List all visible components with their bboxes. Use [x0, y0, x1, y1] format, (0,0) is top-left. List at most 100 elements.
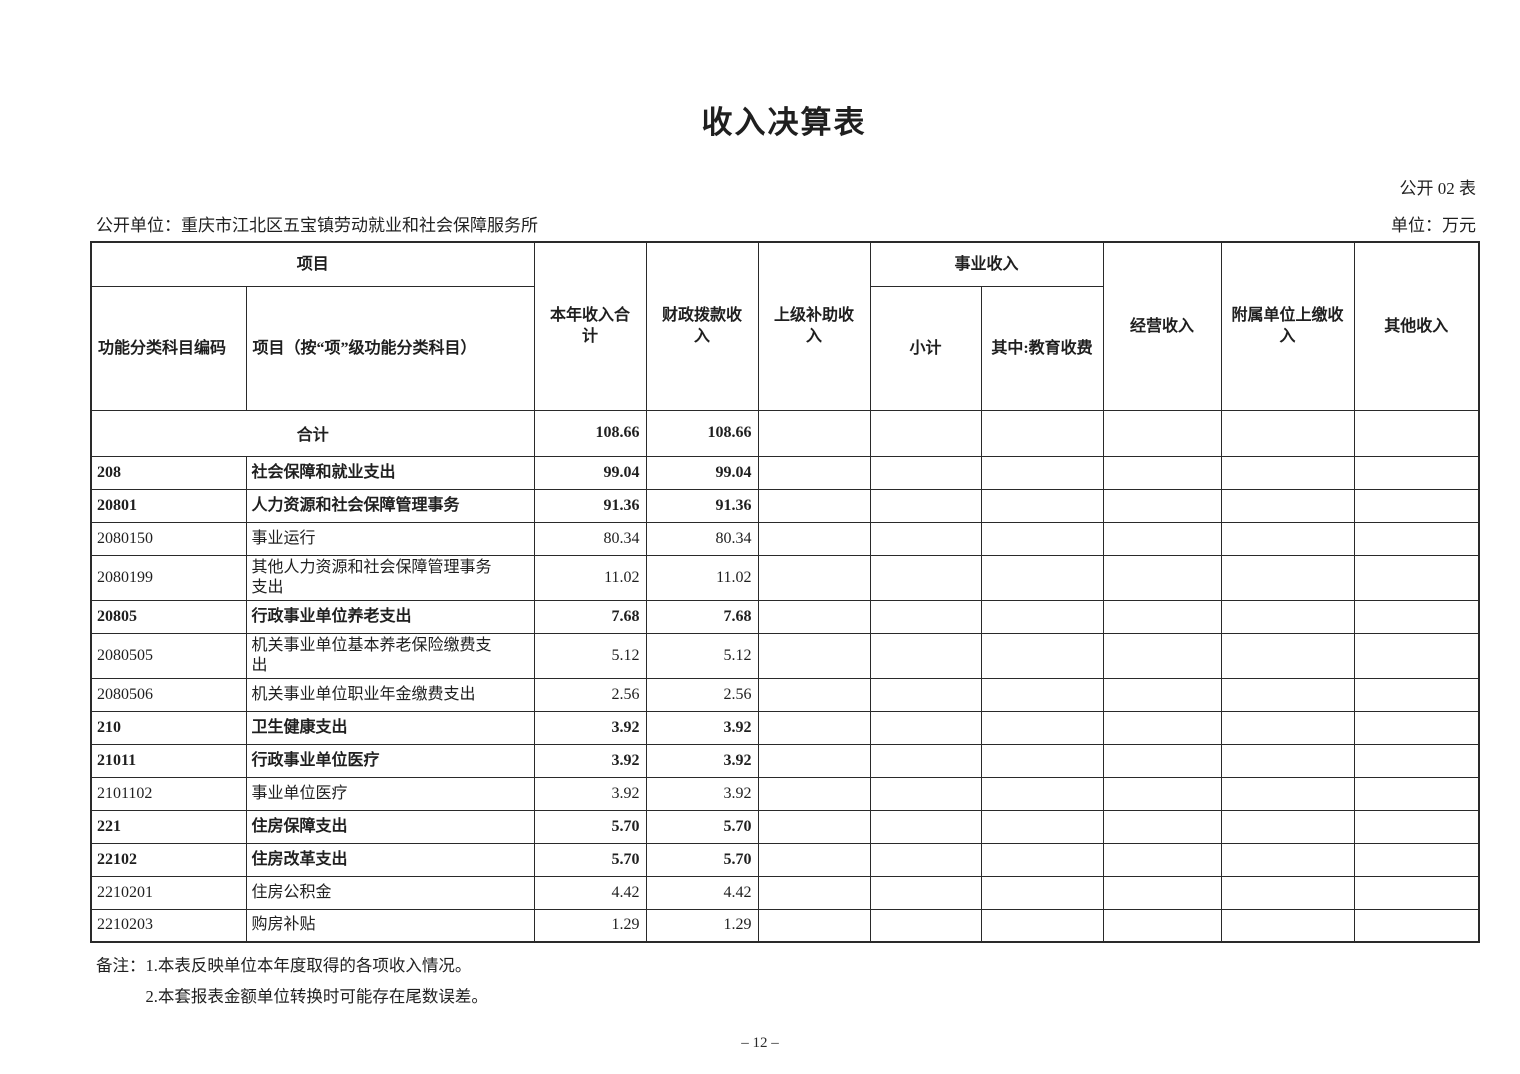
business-subtotal-cell	[869, 521, 982, 556]
other-income-cell	[1353, 875, 1480, 910]
education-fee-cell	[980, 908, 1104, 943]
fiscal-income-cell: 3.92	[645, 743, 759, 778]
other-income-cell	[1353, 743, 1480, 778]
operating-income-cell	[1102, 632, 1222, 679]
header-other-income: 其他收入	[1353, 241, 1480, 411]
fiscal-income-cell: 5.70	[645, 809, 759, 844]
fiscal-income-cell: 2.56	[645, 677, 759, 712]
operating-income-cell	[1102, 488, 1222, 523]
other-income-cell	[1353, 632, 1480, 679]
fiscal-income-cell: 3.92	[645, 776, 759, 811]
notes-section: 备注： 1.本表反映单位本年度取得的各项收入情况。 2.本套报表金额单位转换时可…	[90, 950, 1478, 1012]
page-number: – 12 –	[741, 1035, 779, 1051]
affiliated-income-cell	[1220, 677, 1355, 712]
affiliated-income-cell	[1220, 521, 1355, 556]
total-income-cell: 2.56	[533, 677, 647, 712]
other-income-cell	[1353, 710, 1480, 745]
operating-income-cell	[1102, 842, 1222, 877]
affiliated-income-cell	[1220, 710, 1355, 745]
table-row: 221 住房保障支出 5.70 5.70	[90, 809, 1480, 844]
code-cell: 221	[90, 809, 247, 844]
affiliated-income-cell	[1220, 875, 1355, 910]
affiliated-income-cell	[1220, 488, 1355, 523]
project-name-cell: 人力资源和社会保障管理事务	[245, 488, 535, 523]
fiscal-income-cell: 11.02	[645, 554, 759, 601]
fiscal-income-cell: 5.12	[645, 632, 759, 679]
operating-income-cell	[1102, 521, 1222, 556]
header-operating-income: 经营收入	[1102, 241, 1222, 411]
table-row-total: 合计 108.66 108.66	[90, 409, 1480, 457]
affiliated-income-cell	[1220, 632, 1355, 679]
project-name-cell: 合计	[90, 409, 535, 457]
affiliated-income-cell	[1220, 908, 1355, 943]
superior-subsidy-cell	[757, 908, 871, 943]
superior-subsidy-cell	[757, 710, 871, 745]
table-row: 20805 行政事业单位养老支出 7.68 7.68	[90, 599, 1480, 634]
code-cell: 2080506	[90, 677, 247, 712]
total-income-cell: 5.70	[533, 842, 647, 877]
business-subtotal-cell	[869, 488, 982, 523]
header-fiscal-appropriation: 财政拨款收 入	[645, 241, 759, 411]
header-education-fee: 其中:教育收费	[980, 285, 1104, 411]
document-content: 收入决算表 公开 02 表 公开单位：重庆市江北区五宝镇劳动就业和社会保障服务所…	[90, 0, 1481, 1012]
code-cell: 2080150	[90, 521, 247, 556]
other-income-cell	[1353, 809, 1480, 844]
business-subtotal-cell	[869, 455, 982, 490]
operating-income-cell	[1102, 599, 1222, 634]
education-fee-cell	[980, 875, 1104, 910]
other-income-cell	[1353, 488, 1480, 523]
education-fee-cell	[980, 632, 1104, 679]
other-income-cell	[1353, 554, 1480, 601]
project-name-cell: 购房补贴	[245, 908, 535, 943]
total-income-cell: 99.04	[533, 455, 647, 490]
affiliated-income-cell	[1220, 599, 1355, 634]
affiliated-income-cell	[1220, 455, 1355, 490]
operating-income-cell	[1102, 455, 1222, 490]
fiscal-income-cell: 4.42	[645, 875, 759, 910]
fiscal-income-cell: 91.36	[645, 488, 759, 523]
header-row-groups: 项目 本年收入合 计 财政拨款收 入 上级补助收 入 事业收入 经营收入 附属单…	[90, 241, 1480, 411]
header-total-income: 本年收入合 计	[533, 241, 647, 411]
education-fee-cell	[980, 488, 1104, 523]
other-income-cell	[1353, 776, 1480, 811]
table-row: 2210203 购房补贴 1.29 1.29	[90, 908, 1480, 943]
superior-subsidy-cell	[757, 455, 871, 490]
code-cell: 2210201	[90, 875, 247, 910]
other-income-cell	[1353, 677, 1480, 712]
header-superior-subsidy: 上级补助收 入	[757, 241, 871, 411]
fiscal-income-cell: 108.66	[645, 409, 759, 457]
total-income-cell: 7.68	[533, 599, 647, 634]
currency-unit-label: 单位：万元	[1391, 216, 1476, 235]
total-income-cell: 4.42	[533, 875, 647, 910]
total-income-cell: 80.34	[533, 521, 647, 556]
business-subtotal-cell	[869, 743, 982, 778]
note-line: 2.本套报表金额单位转换时可能存在尾数误差。	[145, 987, 488, 1006]
superior-subsidy-cell	[757, 521, 871, 556]
superior-subsidy-cell	[757, 599, 871, 634]
education-fee-cell	[980, 677, 1104, 712]
operating-income-cell	[1102, 809, 1222, 844]
page-title: 收入决算表	[701, 105, 867, 140]
table-row: 21011 行政事业单位医疗 3.92 3.92	[90, 743, 1480, 778]
project-name-cell: 事业运行	[245, 521, 535, 556]
project-name-cell: 行政事业单位医疗	[245, 743, 535, 778]
operating-income-cell	[1102, 409, 1222, 457]
project-name-cell: 事业单位医疗	[245, 776, 535, 811]
project-name-cell: 其他人力资源和社会保障管理事务 支出	[245, 554, 535, 601]
business-subtotal-cell	[869, 776, 982, 811]
affiliated-income-cell	[1220, 554, 1355, 601]
education-fee-cell	[980, 455, 1104, 490]
fiscal-income-cell: 1.29	[645, 908, 759, 943]
table-code-label: 公开 02 表	[1399, 179, 1477, 198]
other-income-cell	[1353, 521, 1480, 556]
publishing-unit-label: 公开单位：重庆市江北区五宝镇劳动就业和社会保障服务所	[96, 216, 538, 235]
superior-subsidy-cell	[757, 488, 871, 523]
affiliated-income-cell	[1220, 776, 1355, 811]
business-subtotal-cell	[869, 599, 982, 634]
total-income-cell: 1.29	[533, 908, 647, 943]
education-fee-cell	[980, 710, 1104, 745]
code-cell: 21011	[90, 743, 247, 778]
superior-subsidy-cell	[757, 632, 871, 679]
superior-subsidy-cell	[757, 677, 871, 712]
